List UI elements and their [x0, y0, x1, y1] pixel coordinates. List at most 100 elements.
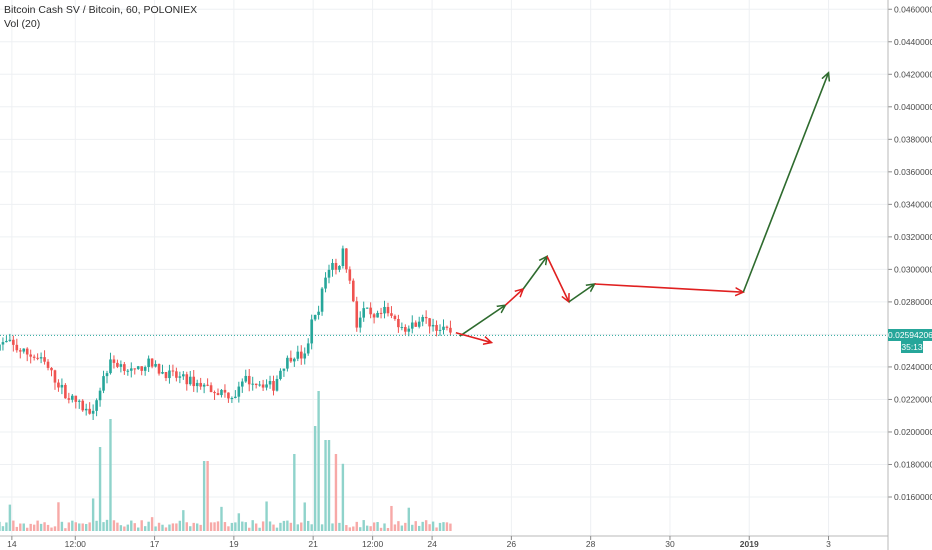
volume-bar [157, 522, 161, 531]
candle-body-up [98, 390, 102, 401]
volume-bar [244, 522, 247, 531]
candle-body-down [299, 351, 303, 359]
volume-bar [175, 523, 178, 531]
candle-body-up [244, 375, 248, 382]
candle-body-up [251, 383, 254, 385]
candle-body-up [102, 376, 105, 391]
candle-body-down [32, 356, 36, 358]
candle-body-down [81, 400, 85, 411]
volume-bar [109, 419, 112, 531]
candle-body-down [64, 384, 67, 399]
candle-body-up [147, 358, 150, 368]
candle-body-down [25, 348, 29, 355]
candle-body-down [175, 371, 178, 378]
candle-body-up [320, 288, 324, 312]
candle-body-up [71, 395, 74, 400]
volume-bar [404, 522, 407, 531]
volume-bar [53, 526, 57, 531]
volume-bar [365, 525, 369, 531]
volume-bar [261, 521, 265, 531]
volume-bar [19, 523, 22, 531]
volume-bar [91, 498, 95, 531]
candle-body-up [296, 351, 300, 359]
candle-body-up [383, 306, 386, 314]
volume-bar [254, 523, 258, 531]
volume-bar [209, 522, 213, 531]
candle-body-down [123, 364, 126, 371]
arrow-up-green [522, 256, 547, 290]
candle-body-up [421, 316, 424, 322]
candle-body-down [206, 384, 209, 386]
candle-body-up [275, 379, 279, 391]
volume-bar [213, 522, 216, 531]
volume-bar [362, 520, 365, 531]
volume-bar [251, 520, 254, 531]
volume-bar [241, 521, 244, 531]
volume-bar [234, 522, 237, 531]
candle-body-up [60, 384, 64, 388]
candle-body-up [188, 376, 192, 385]
arrow-up-green [742, 73, 828, 293]
volume-bar [258, 527, 261, 531]
candle-body-down [12, 339, 15, 345]
time-tick-label: 3 [826, 539, 831, 549]
volume-bar [220, 506, 223, 531]
candle-body-down [57, 382, 60, 388]
time-tick-label: 14 [7, 539, 17, 549]
candle-body-up [376, 312, 379, 318]
volume-indicator-label[interactable]: Vol (20) [4, 18, 41, 30]
candle-body-down [164, 371, 168, 379]
candle-body-down [404, 327, 407, 332]
volume-bar [105, 519, 109, 531]
volume-bar [36, 520, 39, 531]
candle-body-up [258, 384, 261, 386]
volume-bar [74, 522, 77, 531]
candle-body-down [223, 389, 227, 393]
time-axis[interactable]: 14 12:00 17 19 21 12:00 24 26 28 30 2019 3 [0, 535, 888, 549]
volume-bar [268, 521, 272, 531]
volume-bar [414, 521, 417, 531]
volume-bar [442, 522, 445, 531]
candle-body-up [303, 353, 307, 359]
candle-body-down [289, 357, 293, 362]
volume-bar [1, 526, 5, 531]
volume-bar [126, 524, 130, 531]
candle-body-up [220, 389, 223, 396]
time-tick-label: 24 [427, 539, 437, 549]
volume-bar [147, 521, 150, 531]
volume-bar [102, 522, 105, 531]
candle-body-up [407, 328, 411, 332]
time-tick-label: 2019 [740, 539, 759, 549]
volume-bar [435, 527, 438, 531]
candle-body-down [355, 301, 359, 328]
volume-bar [171, 523, 175, 531]
candle-body-up [105, 373, 109, 377]
volume-bar [137, 527, 140, 531]
volume-bar [95, 520, 98, 531]
candle-body-down [15, 344, 19, 351]
volume-bar [445, 522, 449, 531]
volume-bar [178, 520, 182, 531]
arrow-down-red [546, 256, 569, 302]
volume-bar [421, 521, 424, 531]
volume-bars [0, 391, 452, 531]
candle-body-up [22, 348, 26, 352]
time-tick-label: 30 [665, 539, 675, 549]
volume-bar [320, 524, 324, 531]
volume-bar [130, 520, 133, 531]
candle-body-up [331, 262, 334, 270]
volume-bar [227, 526, 230, 531]
symbol-title[interactable]: Bitcoin Cash SV / Bitcoin, 60, POLONIEX [4, 4, 198, 16]
arrow-down-red [504, 289, 523, 306]
candle-body-up [1, 342, 5, 345]
volume-bar [84, 524, 88, 531]
candle-body-down [171, 370, 175, 372]
